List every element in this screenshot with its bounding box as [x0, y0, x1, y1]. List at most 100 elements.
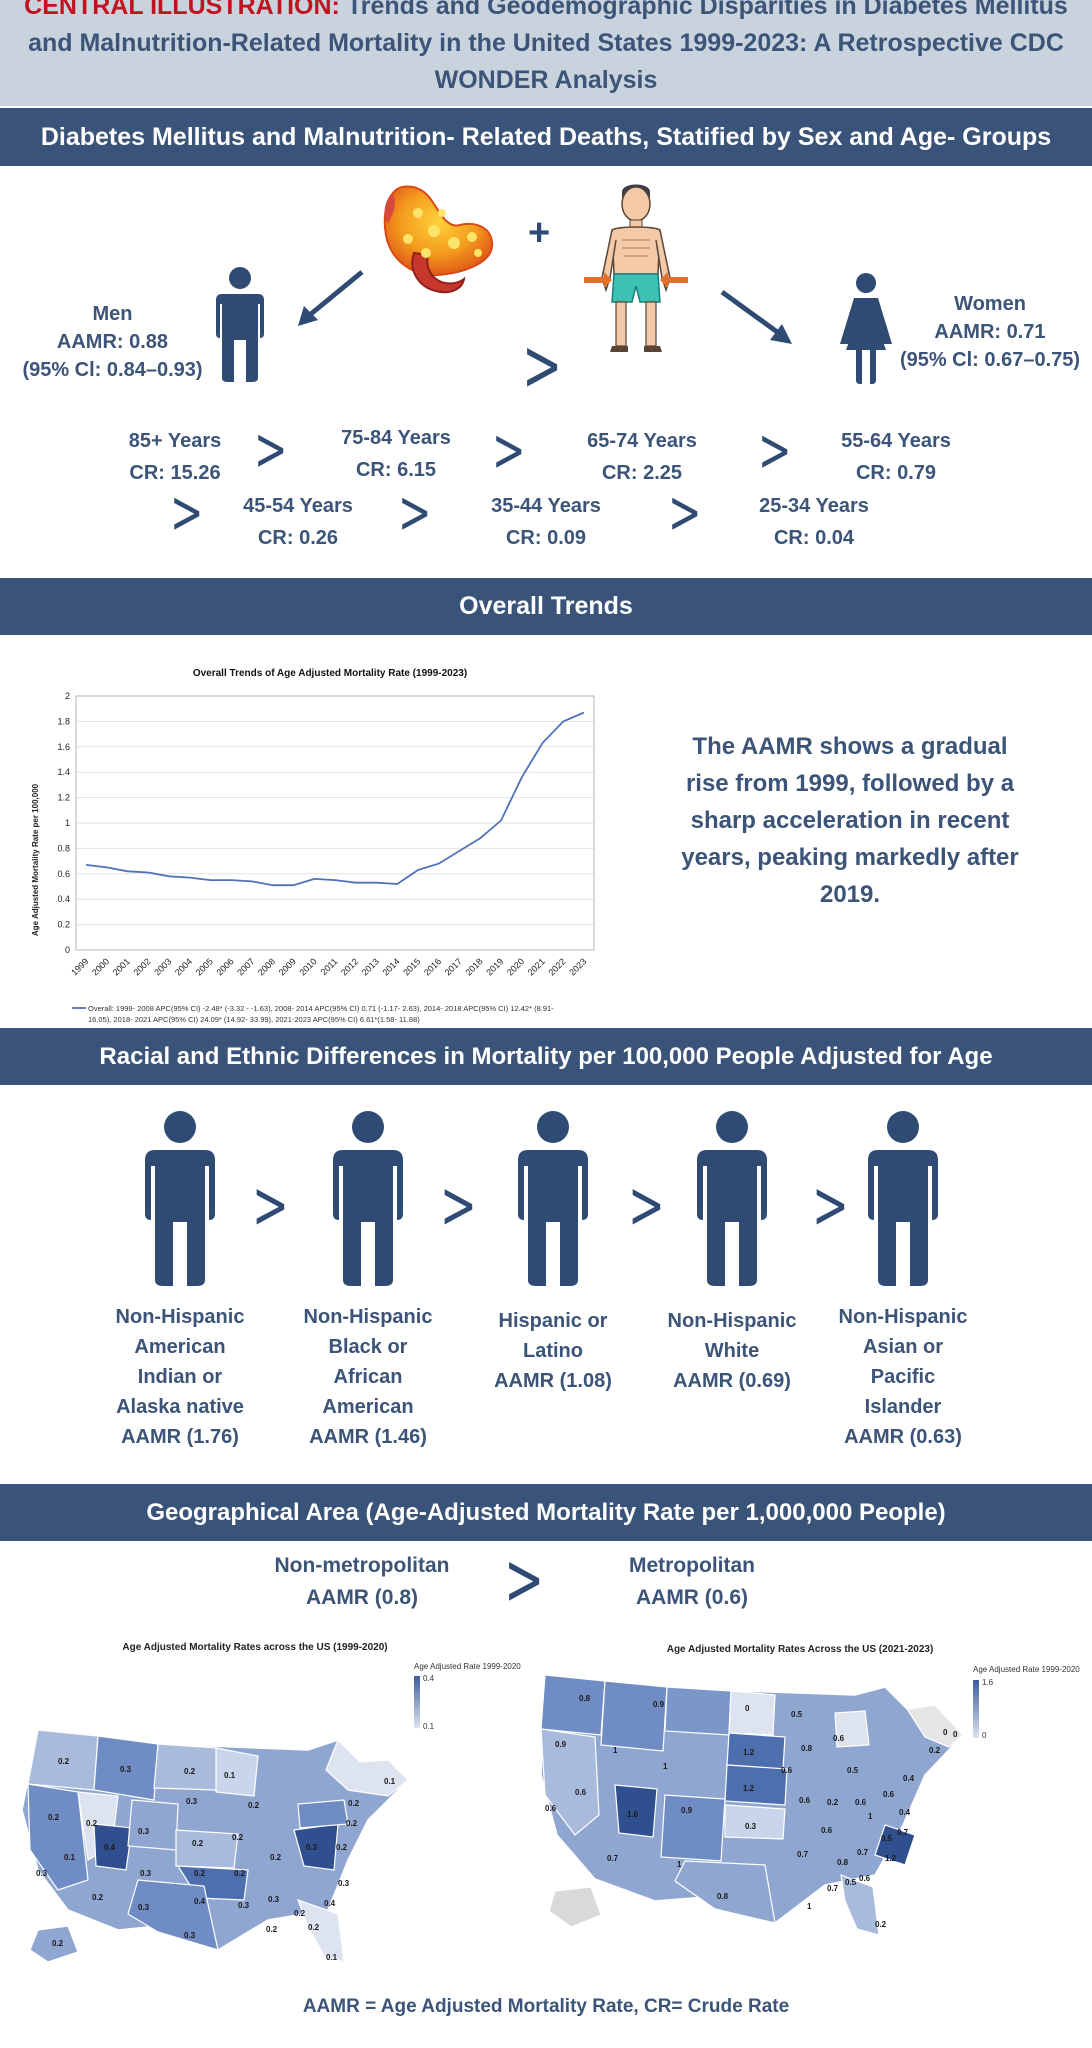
- x-tick-label: 2009: [277, 956, 298, 977]
- svg-text:0.3: 0.3: [186, 1797, 198, 1806]
- svg-text:0.2: 0.2: [192, 1839, 204, 1848]
- x-tick-label: 2010: [297, 956, 318, 977]
- svg-text:1.2: 1.2: [885, 1854, 897, 1863]
- race-label-line: Islander: [864, 1396, 942, 1418]
- map1-legend-min: 0.1: [423, 1722, 435, 1731]
- title-block: [0, 0, 1092, 106]
- svg-text:0.2: 0.2: [92, 1893, 104, 1902]
- age-cr: CR: 15.26: [129, 462, 221, 484]
- svg-text:0: 0: [953, 1730, 958, 1739]
- svg-text:0.3: 0.3: [338, 1879, 350, 1888]
- svg-text:0.7: 0.7: [797, 1850, 809, 1859]
- svg-text:0.7: 0.7: [857, 1848, 869, 1857]
- svg-text:0.3: 0.3: [138, 1827, 150, 1836]
- y-tick-label: 0.4: [57, 894, 70, 904]
- x-tick-label: 2006: [214, 956, 235, 977]
- y-tick-label: 1.6: [57, 742, 70, 752]
- malnourished-person-icon: [584, 184, 688, 352]
- svg-text:0.4: 0.4: [903, 1774, 915, 1783]
- man-figure-icon: [216, 267, 264, 382]
- age-group-75-84: 75-84 Years CR: 6.15: [330, 422, 462, 486]
- age-group-85plus: 85+ Years CR: 15.26: [110, 425, 240, 489]
- y-tick-label: 0: [65, 945, 70, 955]
- svg-text:0.3: 0.3: [238, 1901, 250, 1910]
- x-tick-label: 2019: [484, 956, 505, 977]
- y-axis-ticks: 0 0.2 0.4 0.6 0.8 1 1.2 1.4 1.6 1.8 2: [57, 691, 70, 955]
- banner-race-ethnicity: Racial and Ethnic Differences in Mortali…: [0, 1028, 1092, 1085]
- arrow-to-men-icon: [298, 270, 364, 326]
- race-label-line: AAMR (0.63): [844, 1426, 962, 1448]
- map2-legend-max: 1.6: [982, 1678, 994, 1687]
- y-tick-label: 1.4: [57, 767, 70, 777]
- svg-text:0.2: 0.2: [266, 1925, 278, 1934]
- race-label-line: Alaska native: [116, 1396, 244, 1418]
- race-label-line: Non-Hispanic: [115, 1306, 245, 1328]
- race-label-line: AAMR (1.76): [121, 1426, 239, 1448]
- person-icon: [145, 1111, 215, 1286]
- svg-text:0.3: 0.3: [120, 1765, 132, 1774]
- svg-text:0.6: 0.6: [545, 1804, 557, 1813]
- svg-text:0.2: 0.2: [308, 1923, 320, 1932]
- gt-sign: >: [812, 1167, 849, 1244]
- metro-stats: Metropolitan AAMR (0.6): [592, 1550, 792, 1614]
- svg-text:0.6: 0.6: [855, 1798, 867, 1807]
- trend-description: The AAMR shows a gradual rise from 1999,…: [681, 733, 1019, 908]
- nonmetro-gt-metro: >: [504, 1538, 545, 1622]
- map2-legend-bar: [973, 1680, 979, 1738]
- x-tick-label: 2000: [90, 956, 111, 977]
- svg-text:0.5: 0.5: [881, 1834, 893, 1843]
- svg-text:0.5: 0.5: [791, 1710, 803, 1719]
- nonmetro-label: Non-metropolitan: [274, 1554, 450, 1577]
- svg-text:0.8: 0.8: [717, 1892, 729, 1901]
- age-label: 55-64 Years: [841, 430, 951, 452]
- svg-text:0.6: 0.6: [833, 1734, 845, 1743]
- svg-text:1: 1: [677, 1860, 682, 1869]
- gt-sign: >: [628, 1167, 665, 1244]
- race-group-label: Non-Hispanic American Indian or Alaska nati…: [105, 1302, 255, 1452]
- svg-text:0.1: 0.1: [384, 1777, 396, 1786]
- x-axis-ticks: 1999 2000 2001 2002 2003 2004 2005 2006 2007 2008…: [69, 956, 588, 977]
- x-tick-label: 2001: [111, 956, 132, 977]
- men-ci: (95% Cl: 0.84–0.93): [22, 359, 203, 381]
- x-tick-label: 2011: [319, 956, 340, 977]
- women-ci: (95% Cl: 0.67–0.75): [899, 349, 1081, 371]
- race-group-label: Non-Hispanic Black or African American AAMR …: [293, 1302, 443, 1452]
- x-tick-label: 2021: [526, 956, 547, 977]
- svg-text:0.3: 0.3: [138, 1903, 150, 1912]
- map2-title: Age Adjusted Mortality Rates Across the …: [666, 1644, 934, 1655]
- title-main: Trends and Geodemographic Disparities in…: [28, 0, 1068, 94]
- race-group-label: Non-Hispanic Asian or Pacific Islander AAMR …: [828, 1302, 978, 1452]
- race-label-line: AAMR (0.69): [673, 1370, 791, 1392]
- us-map-1999-2020: 0.20.3 0.2 0.1 0.20.2 0.10.3 0.40.3 0.3 0.…: [21, 1729, 410, 1963]
- svg-text:0.9: 0.9: [653, 1700, 665, 1709]
- map1-legend-max: 0.4: [423, 1674, 435, 1683]
- svg-text:0.2: 0.2: [194, 1869, 206, 1878]
- us-map-2021-2023: 0.8 0.9 0 0.5 0.9 1 1 1.2 0.8 0.6 0.6 0.6 1.6 0…: [540, 1674, 965, 1936]
- plus-sign: +: [528, 212, 551, 254]
- y-tick-label: 1.2: [57, 793, 70, 803]
- svg-text:0.6: 0.6: [821, 1826, 833, 1835]
- nonmetro-aamr: AAMR (0.8): [305, 1586, 418, 1609]
- y-grid: [76, 695, 594, 951]
- svg-text:1.2: 1.2: [743, 1748, 755, 1757]
- race-label-line: Non-Hispanic: [838, 1306, 968, 1328]
- x-tick-label: 2008: [256, 956, 277, 977]
- legend-text-1: Overall: 1999- 2008 APC(95% CI) -2.48* (…: [88, 1004, 554, 1013]
- age-group-25-34: 25-34 Years CR: 0.04: [748, 490, 880, 554]
- race-label-line: White: [704, 1340, 760, 1362]
- x-tick-label: 2002: [131, 956, 152, 977]
- age-label: 85+ Years: [128, 430, 222, 452]
- x-tick-label: 2018: [463, 956, 484, 977]
- svg-text:0.4: 0.4: [899, 1808, 911, 1817]
- svg-text:0.3: 0.3: [184, 1931, 196, 1940]
- svg-text:0.8: 0.8: [801, 1744, 813, 1753]
- race-label-line: Non-Hispanic: [303, 1306, 433, 1328]
- x-tick-label: 2022: [546, 956, 567, 977]
- race-group-label: Hispanic or Latino AAMR (1.08): [478, 1306, 628, 1396]
- age-cr: CR: 6.15: [355, 459, 437, 481]
- svg-text:0.2: 0.2: [346, 1819, 358, 1828]
- footer-abbreviations: AAMR = Age Adjusted Mortality Rate, CR= …: [302, 1996, 790, 2017]
- legend-text-2: 16.05), 2018- 2021 APC(95% CI) 24.09* (1…: [88, 1015, 420, 1024]
- map2-legend-title: Age Adjusted Rate 1999-2020: [973, 1665, 1080, 1674]
- age-cr: CR: 0.26: [257, 527, 339, 549]
